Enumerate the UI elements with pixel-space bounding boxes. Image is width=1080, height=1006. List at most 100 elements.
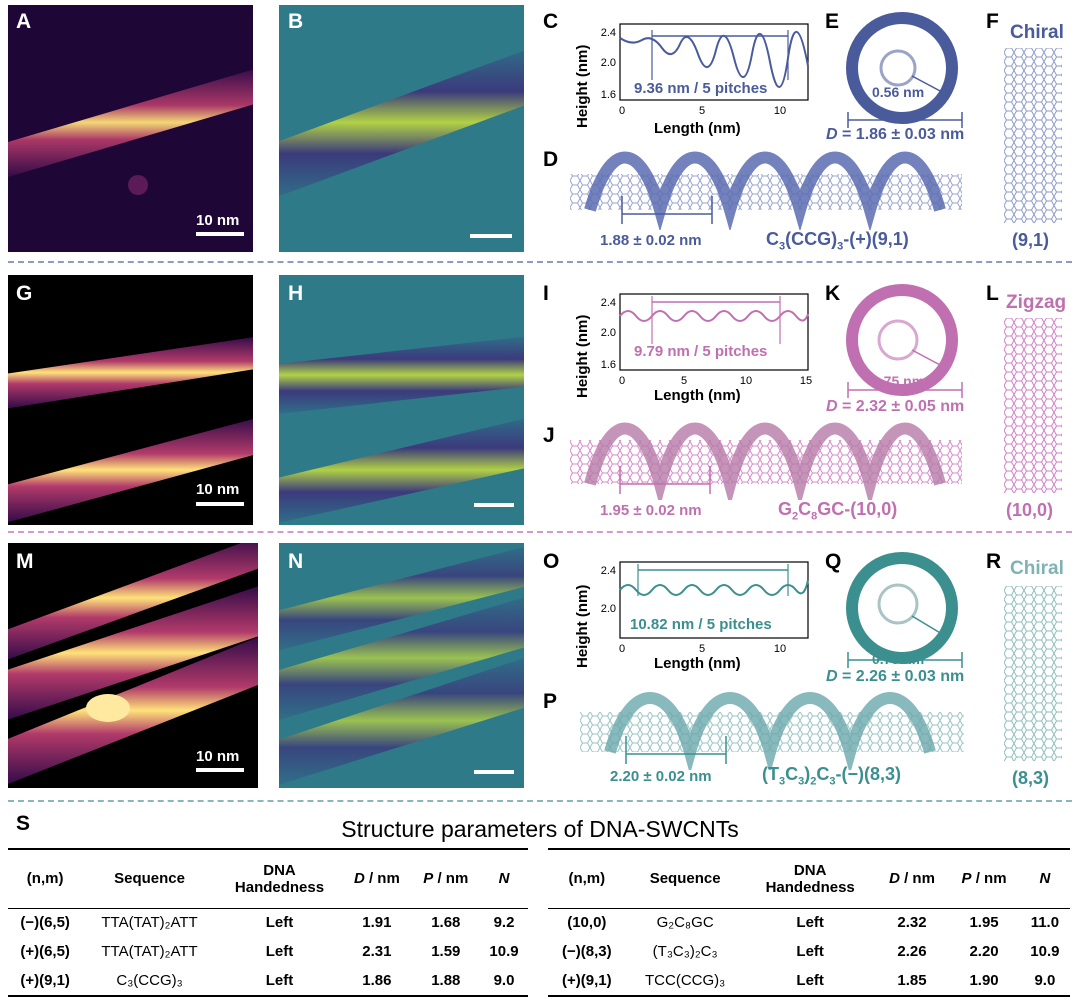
filtered-band-b bbox=[279, 5, 524, 252]
panel-label-p: P bbox=[543, 690, 558, 713]
panel-label-q: Q bbox=[825, 550, 842, 573]
pitch-label-j: 1.95 ± 0.02 nm bbox=[600, 502, 702, 519]
filtered-image-b bbox=[279, 5, 524, 252]
o-xtick-2: 10 bbox=[774, 643, 786, 655]
diameter-label-e: D = 1.86 ± 0.03 nm bbox=[826, 126, 965, 143]
filtered-bands-h bbox=[279, 275, 524, 525]
plot-c-annotation: 9.36 nm / 5 pitches bbox=[634, 80, 768, 97]
scale-label-a: 10 nm bbox=[196, 212, 240, 229]
th-hand-r: DNA Handedness bbox=[765, 861, 855, 896]
c-xtick-2: 10 bbox=[774, 105, 786, 117]
filtered-bands-n bbox=[279, 543, 524, 788]
c-xtick-1: 5 bbox=[699, 105, 705, 117]
th-n-r: N bbox=[1039, 870, 1051, 888]
panel-label-s: S bbox=[16, 812, 31, 835]
sequence-label-p: (T3C3)2C3-(−)(8,3) bbox=[762, 764, 902, 788]
c-xtick-0: 0 bbox=[619, 105, 625, 117]
pitch-label-p: 2.20 ± 0.02 nm bbox=[610, 768, 712, 785]
table-left-bottom-rule bbox=[8, 995, 528, 997]
panel-label-l: L bbox=[986, 282, 999, 305]
c-profile-line bbox=[619, 31, 809, 88]
panel-label-k: K bbox=[825, 282, 841, 305]
panel-label-b: B bbox=[288, 10, 304, 33]
panel-label-h: H bbox=[288, 282, 304, 305]
diameter-arrow-k bbox=[847, 382, 963, 398]
panel-label-e: E bbox=[825, 10, 840, 33]
sequence-label-d: C3(CCG)3-(+)(9,1) bbox=[766, 229, 909, 253]
table-right-bottom-rule bbox=[548, 995, 1070, 997]
table-row: (−)(8,3) (T₃C₃)₂C₃ Left 2.26 2.20 10.9 bbox=[562, 943, 1060, 960]
chirality-index-f: (9,1) bbox=[1012, 230, 1050, 250]
table-left-top-rule bbox=[8, 848, 528, 850]
filtered-image-n bbox=[279, 543, 524, 788]
panel-label-o: O bbox=[543, 550, 560, 573]
plot-c-xlabel: Length (nm) bbox=[654, 120, 741, 137]
separator-2 bbox=[8, 531, 1072, 533]
table-row: (10,0) G₂C₈GC Left 2.32 1.95 11.0 bbox=[567, 914, 1060, 932]
o-xtick-0: 0 bbox=[619, 643, 625, 655]
plot-o-ylabel: Height (nm) bbox=[574, 584, 591, 668]
plot-i-annotation: 9.79 nm / 5 pitches bbox=[634, 343, 768, 360]
plot-c-ylabel: Height (nm) bbox=[574, 44, 591, 128]
panel-label-i: I bbox=[543, 282, 549, 305]
inner-diameter-k: 0.75 nm bbox=[872, 373, 925, 389]
i-ytick-1: 2.0 bbox=[601, 327, 616, 339]
panel-label-j: J bbox=[543, 424, 555, 447]
nanotube-model-r bbox=[1004, 586, 1062, 761]
table-left: (n,m) Sequence DNA Handedness D / nm P / … bbox=[8, 850, 528, 995]
th-p-r: P / nm bbox=[961, 870, 1007, 888]
afm-image-a bbox=[8, 5, 253, 252]
th-hand: DNA Handedness bbox=[234, 861, 325, 896]
th-seq-r: Sequence bbox=[649, 870, 721, 888]
panel-label-a: A bbox=[16, 10, 32, 33]
panel-label-r: R bbox=[986, 550, 1002, 573]
pitch-arrow-j bbox=[619, 466, 711, 494]
nanotube-model-f bbox=[1004, 48, 1062, 223]
inner-diameter-q: 0.75 nm bbox=[872, 651, 925, 667]
plot-o-xlabel: Length (nm) bbox=[654, 655, 741, 672]
panel-label-c: C bbox=[543, 10, 559, 33]
th-d: D / nm bbox=[353, 870, 400, 888]
filtered-image-h bbox=[279, 275, 524, 525]
i-ytick-0: 2.4 bbox=[601, 297, 616, 309]
table-row: (−)(6,5) TTA(TAT)₂ATT Left 1.91 1.68 9.2 bbox=[20, 914, 515, 932]
o-profile-line bbox=[619, 579, 809, 596]
table-row: (+)(9,1) TCC(CCG)₃ Left 1.85 1.90 9.0 bbox=[562, 972, 1056, 989]
c-ytick-1: 2.0 bbox=[601, 57, 616, 69]
table-right-top-rule bbox=[548, 848, 1070, 850]
i-xtick-1: 5 bbox=[681, 375, 687, 387]
sequence-label-j: G2C8GC-(10,0) bbox=[778, 499, 898, 523]
diameter-label-k: D = 2.32 ± 0.05 nm bbox=[826, 398, 965, 415]
tube-type-r: Chiral bbox=[1010, 558, 1064, 579]
pitch-label-d: 1.88 ± 0.02 nm bbox=[600, 232, 702, 249]
dna-wrap-model-d bbox=[570, 151, 962, 230]
chirality-index-r: (8,3) bbox=[1012, 768, 1050, 788]
plot-i-ylabel: Height (nm) bbox=[574, 314, 591, 398]
panel-label-d: D bbox=[543, 148, 559, 171]
scale-label-g: 10 nm bbox=[196, 481, 240, 498]
th-p: P / nm bbox=[423, 870, 469, 888]
panel-label-m: M bbox=[16, 550, 34, 573]
scale-bar-b bbox=[470, 234, 512, 238]
plot-o-annotation: 10.82 nm / 5 pitches bbox=[630, 616, 772, 633]
table-row: (+)(6,5) TTA(TAT)₂ATT Left 2.31 1.59 10.9 bbox=[20, 943, 519, 960]
i-xtick-3: 15 bbox=[800, 375, 812, 387]
pitch-arrow-p bbox=[625, 736, 727, 764]
panel-label-f: F bbox=[986, 10, 999, 33]
inner-diameter-e: 0.56 nm bbox=[872, 84, 925, 100]
height-profile-c: 2.4 2.0 1.6 0 5 10 bbox=[601, 23, 809, 117]
chirality-index-l: (10,0) bbox=[1006, 500, 1054, 520]
scale-bar-h bbox=[474, 503, 514, 507]
scale-bar-g bbox=[196, 502, 244, 506]
afm-image-g bbox=[8, 275, 253, 525]
scale-bar-a bbox=[196, 232, 244, 236]
cross-section-e bbox=[846, 12, 958, 124]
o-xtick-1: 5 bbox=[699, 643, 705, 655]
separator-1 bbox=[8, 261, 1072, 263]
nanotube-model-l bbox=[1004, 318, 1062, 493]
panel-label-g: G bbox=[16, 282, 33, 305]
tube-type-f: Chiral bbox=[1010, 22, 1064, 43]
afm-bands-g bbox=[8, 275, 253, 525]
diameter-arrow-q bbox=[847, 652, 963, 668]
panel-label-n: N bbox=[288, 550, 304, 573]
